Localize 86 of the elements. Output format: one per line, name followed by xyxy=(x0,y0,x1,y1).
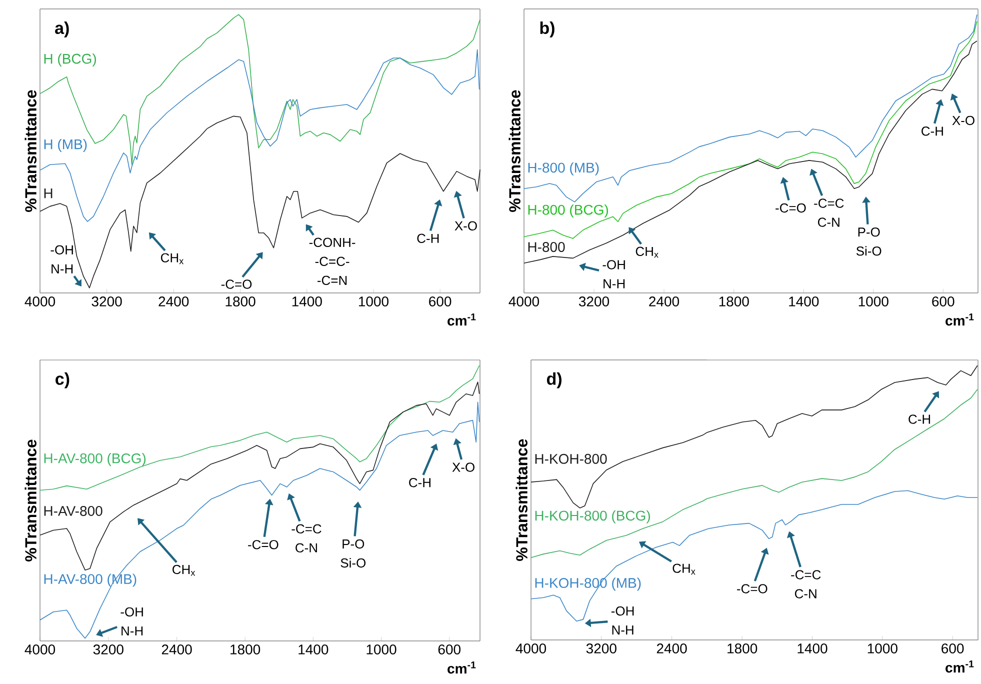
annotation: -CONH- xyxy=(309,238,356,248)
annotation: Si-O xyxy=(340,558,366,568)
annotation: -C=C xyxy=(814,198,844,208)
annotation: Si-O xyxy=(856,246,882,256)
chart-title: b) xyxy=(540,22,554,38)
annotation: X-O xyxy=(952,116,974,126)
x-tick-label: 600 xyxy=(438,644,460,654)
chart-title: a) xyxy=(55,22,69,38)
x-tick-label: 1400 xyxy=(789,296,819,306)
annotation: X-O xyxy=(452,462,474,472)
series-label: H (MB) xyxy=(44,138,87,152)
x-axis-title: cm$^{-1}$ xyxy=(448,662,476,674)
x-tick-label: 600 xyxy=(942,644,964,654)
x-axis-title: cm$^{-1}$ xyxy=(448,314,476,326)
chart-title: c) xyxy=(56,372,70,388)
x-tick-label: 2400 xyxy=(656,644,687,654)
x-tick-label: 1800 xyxy=(728,644,758,654)
annotation: N-H xyxy=(52,264,73,274)
annotation: N-H xyxy=(604,279,625,288)
series-label: H-AV-800 xyxy=(44,506,102,516)
series-label: H-800 (MB) xyxy=(528,162,599,176)
series-label: H (BCG) xyxy=(44,53,96,66)
x-tick-label: 2400 xyxy=(162,644,192,654)
x-tick-label: 1000 xyxy=(366,644,396,654)
x-tick-label: 2400 xyxy=(158,296,189,306)
annotation: -OH xyxy=(611,606,634,616)
annotation: -OH xyxy=(120,607,143,617)
annotation: -C=C xyxy=(791,570,821,580)
annotation: C-H xyxy=(417,234,439,244)
annotation: CH$_{x}$ xyxy=(636,246,658,258)
x-tick-label: 1000 xyxy=(868,644,898,654)
x-tick-label: 1400 xyxy=(798,644,828,654)
y-axis-title: %Transmittance xyxy=(24,440,36,562)
annotation: -C=O xyxy=(248,540,278,550)
x-axis-title: cm$^{-1}$ xyxy=(946,660,974,673)
x-tick-label: 4000 xyxy=(24,644,56,654)
x-tick-label: 4000 xyxy=(508,296,540,306)
x-tick-label: 3200 xyxy=(92,296,122,306)
annotation: X-O xyxy=(454,221,477,230)
annotation: N-H xyxy=(612,626,634,634)
x-tick-label: 1800 xyxy=(230,644,260,654)
annotation: -C=C- xyxy=(315,256,350,266)
annotation: C-N xyxy=(818,218,840,227)
x-tick-label: 1000 xyxy=(858,296,888,306)
annotation: C-H xyxy=(409,478,430,488)
annotation: -OH xyxy=(602,260,625,270)
series-label: H xyxy=(44,188,52,198)
series-label: H-KOH-800 xyxy=(535,454,607,464)
x-tick-label: 3200 xyxy=(93,644,124,654)
x-tick-label: 600 xyxy=(932,296,954,306)
annotation: C-N xyxy=(794,589,816,598)
annotation: C-H xyxy=(922,126,943,136)
x-tick-label: 3200 xyxy=(586,644,616,654)
x-tick-label: 1400 xyxy=(292,296,322,306)
annotation: -C=O xyxy=(737,584,768,594)
y-axis-title: %Transmittance xyxy=(508,90,520,212)
annotation: -C=O xyxy=(221,280,252,289)
x-tick-label: 1400 xyxy=(298,644,328,654)
series-label: H-800 (BCG) xyxy=(528,204,608,218)
chart-title: d) xyxy=(546,372,562,388)
series-label: H-KOH-800 (BCG) xyxy=(535,510,650,524)
x-tick-label: 2400 xyxy=(649,296,680,306)
y-axis-title: %Transmittance xyxy=(24,90,36,212)
annotation: N-H xyxy=(122,626,143,636)
annotation: C-H xyxy=(908,414,930,424)
x-tick-label: 1800 xyxy=(719,296,749,306)
annotation: -OH xyxy=(50,245,73,254)
y-axis-title: %Transmittance xyxy=(516,439,528,561)
annotation: P-O xyxy=(858,227,880,237)
annotation: CH$_{x}$ xyxy=(172,564,196,576)
x-tick-label: 4000 xyxy=(24,296,56,306)
annotation: -C=O xyxy=(776,203,806,213)
annotation: C-N xyxy=(296,543,317,552)
annotation: P-O xyxy=(342,539,364,549)
x-tick-label: 3200 xyxy=(578,296,610,306)
x-axis-title: cm$^{-1}$ xyxy=(946,314,974,326)
x-tick-label: 4000 xyxy=(516,644,546,654)
x-tick-label: 600 xyxy=(429,296,452,306)
x-tick-label: 1000 xyxy=(358,296,388,306)
annotation: -C=C xyxy=(292,524,322,534)
annotation: CH$_{x}$ xyxy=(160,253,184,264)
annotation: CH$_{x}$ xyxy=(672,564,696,575)
series-label: H-800 xyxy=(528,242,565,252)
series-label: H-AV-800 (BCG) xyxy=(44,453,146,466)
x-tick-label: 1800 xyxy=(226,296,256,306)
annotation: -C=N xyxy=(318,276,347,286)
